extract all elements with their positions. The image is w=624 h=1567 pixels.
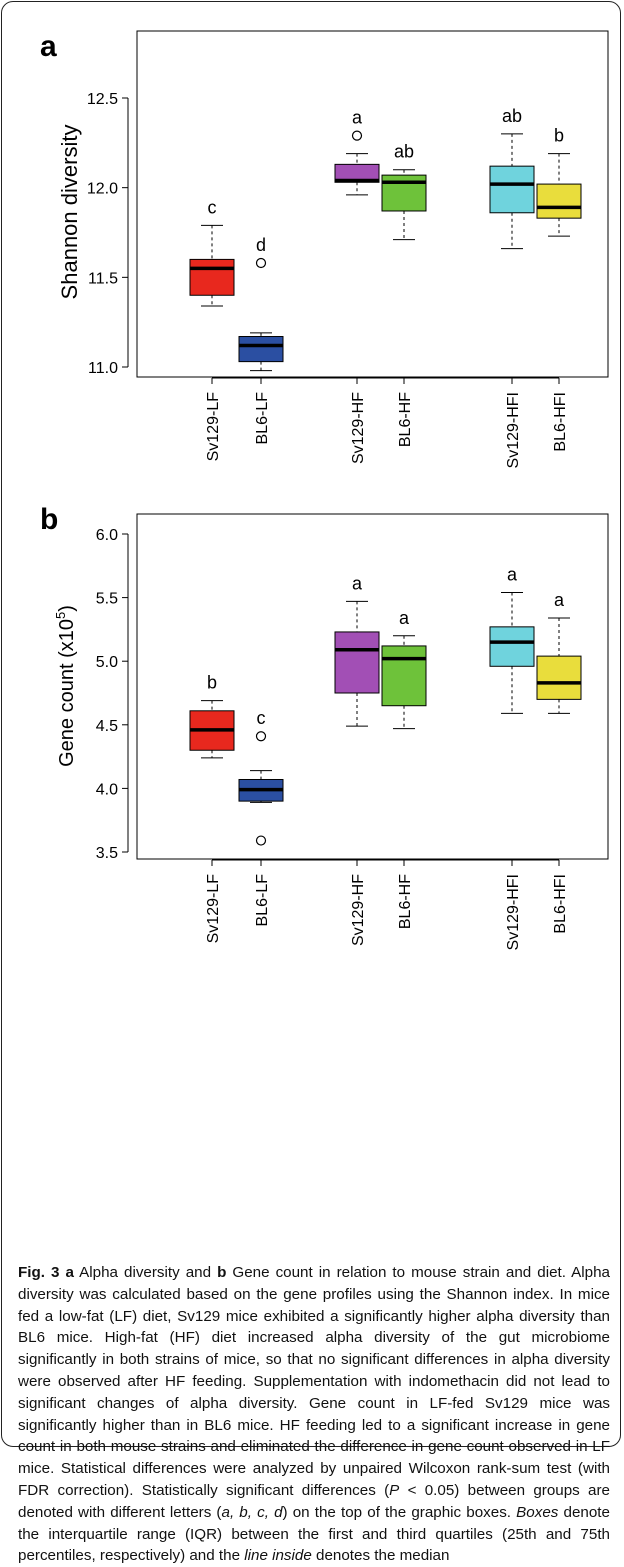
significance-letter: b [207,673,217,693]
box-outlier [351,130,363,141]
significance-letter: a [352,573,363,593]
caption-line-inside: line inside [244,1547,312,1565]
x-tick-label-a: BL6-HFI [552,392,569,452]
x-labels-a: Sv129-LF BL6-LF Sv129-HF BL6-HF Sv129-HFI BL6… [205,377,569,468]
caption-p: P [389,1481,400,1499]
caption-text-2: Gene count in relation to mouse strain a… [18,1264,610,1499]
significance-letter: c [208,197,217,217]
box-group-b: a [536,590,582,714]
x-tick-label-b: Sv129-HFI [505,874,522,950]
box-iqr [189,258,235,296]
box-group-a: ab [381,142,427,241]
y-tick-label-b: 3.5 [96,845,118,862]
box-outlier [255,731,267,742]
x-tick-label-b: BL6-HFI [552,874,569,934]
significance-letter: b [554,126,564,146]
figure-frame [1,1,621,1447]
significance-letter: a [352,108,363,128]
panel-label-b: b [40,503,58,536]
y-tick-label-a: 11.5 [88,270,118,287]
x-tick-label-b: Sv129-LF [205,874,222,944]
significance-letter: a [399,608,410,628]
box-outlier [255,257,267,269]
box-group-b: a [381,608,427,730]
box-group-a: b [536,126,582,237]
figure-svg: a Shannon diversity 11.0 11.5 12.0 12.5 c d a… [40,30,609,950]
y-tick-label-b: 5.5 [96,591,118,608]
box-group-b: a [334,573,380,727]
significance-letter: d [256,235,266,255]
x-tick-label-a: Sv129-HFI [505,392,522,468]
significance-letter: a [554,590,565,610]
y-ticks-b: 3.5 4.0 4.5 5.0 5.5 6.0 [96,527,129,862]
box-group-a: a [334,108,380,196]
significance-letter: a [507,565,518,585]
significance-letter: ab [394,142,414,162]
y-ticks-a: 11.0 11.5 12.0 12.5 [87,91,129,377]
caption-boxes: Boxes [516,1503,559,1521]
x-labels-b: Sv129-LF BL6-LF Sv129-HF BL6-HF Sv129-HFI BL6… [205,859,569,950]
x-tick-label-b: BL6-LF [254,874,271,927]
boxes-a: c d a ab ab b [189,106,582,372]
panel-label-a: a [40,30,57,63]
box-iqr [536,655,582,700]
box-group-a: d [238,235,284,372]
panel-b: b Gene count (x105) 3.5 4.0 4.5 5.0 5.5 6.0 b… [40,503,609,950]
box-iqr [536,183,582,219]
plot-box-b [136,513,609,860]
significance-letter: c [257,708,266,728]
box-group-b: b [189,673,235,759]
box-iqr [489,165,535,214]
box-iqr [334,631,380,694]
plot-box-a [136,30,609,378]
figure-caption: Fig. 3 a Alpha diversity and b Gene coun… [18,1262,610,1567]
y-tick-label-b: 4.0 [96,781,118,798]
box-iqr [238,336,284,363]
significance-letter: ab [502,106,522,126]
y-tick-label-a: 11.0 [88,360,118,377]
y-tick-label-b: 5.0 [96,654,118,671]
box-iqr [381,174,427,212]
x-tick-label-b: Sv129-HF [350,874,367,946]
y-tick-label-a: 12.0 [87,181,118,198]
box-outlier [255,835,267,846]
box-iqr [489,626,535,667]
caption-b: b [217,1264,227,1281]
caption-text-1: Alpha diversity and [73,1264,218,1281]
box-group-a: ab [489,106,535,250]
box-iqr [334,163,380,183]
box-group-b: a [489,565,535,714]
x-tick-label-a: Sv129-HF [350,392,367,464]
boxes-b: b c a a a a [189,565,582,846]
y-tick-label-a: 12.5 [87,91,118,108]
y-tick-label-b: 4.5 [96,718,118,735]
x-tick-label-a: BL6-LF [254,392,271,445]
caption-a: a [65,1264,74,1281]
panel-a: a Shannon diversity 11.0 11.5 12.0 12.5 c d a… [40,30,609,468]
caption-letters: a, b, c, d [221,1503,283,1521]
y-tick-label-b: 6.0 [96,527,118,544]
x-tick-label-a: BL6-HF [397,392,414,447]
box-group-b: c [238,708,284,846]
y-axis-label-a: Shannon diversity [57,125,82,300]
caption-text-6: denotes the median [311,1547,450,1565]
y-axis-label-b: Gene count (x105) [53,605,78,767]
x-tick-label-b: BL6-HF [397,874,414,929]
box-iqr [381,645,427,707]
x-tick-label-a: Sv129-LF [205,392,222,462]
caption-fig-label: Fig. 3 [18,1264,60,1281]
box-group-a: c [189,197,235,307]
caption-text-4: ) on the top of the graphic boxes. [282,1503,517,1521]
